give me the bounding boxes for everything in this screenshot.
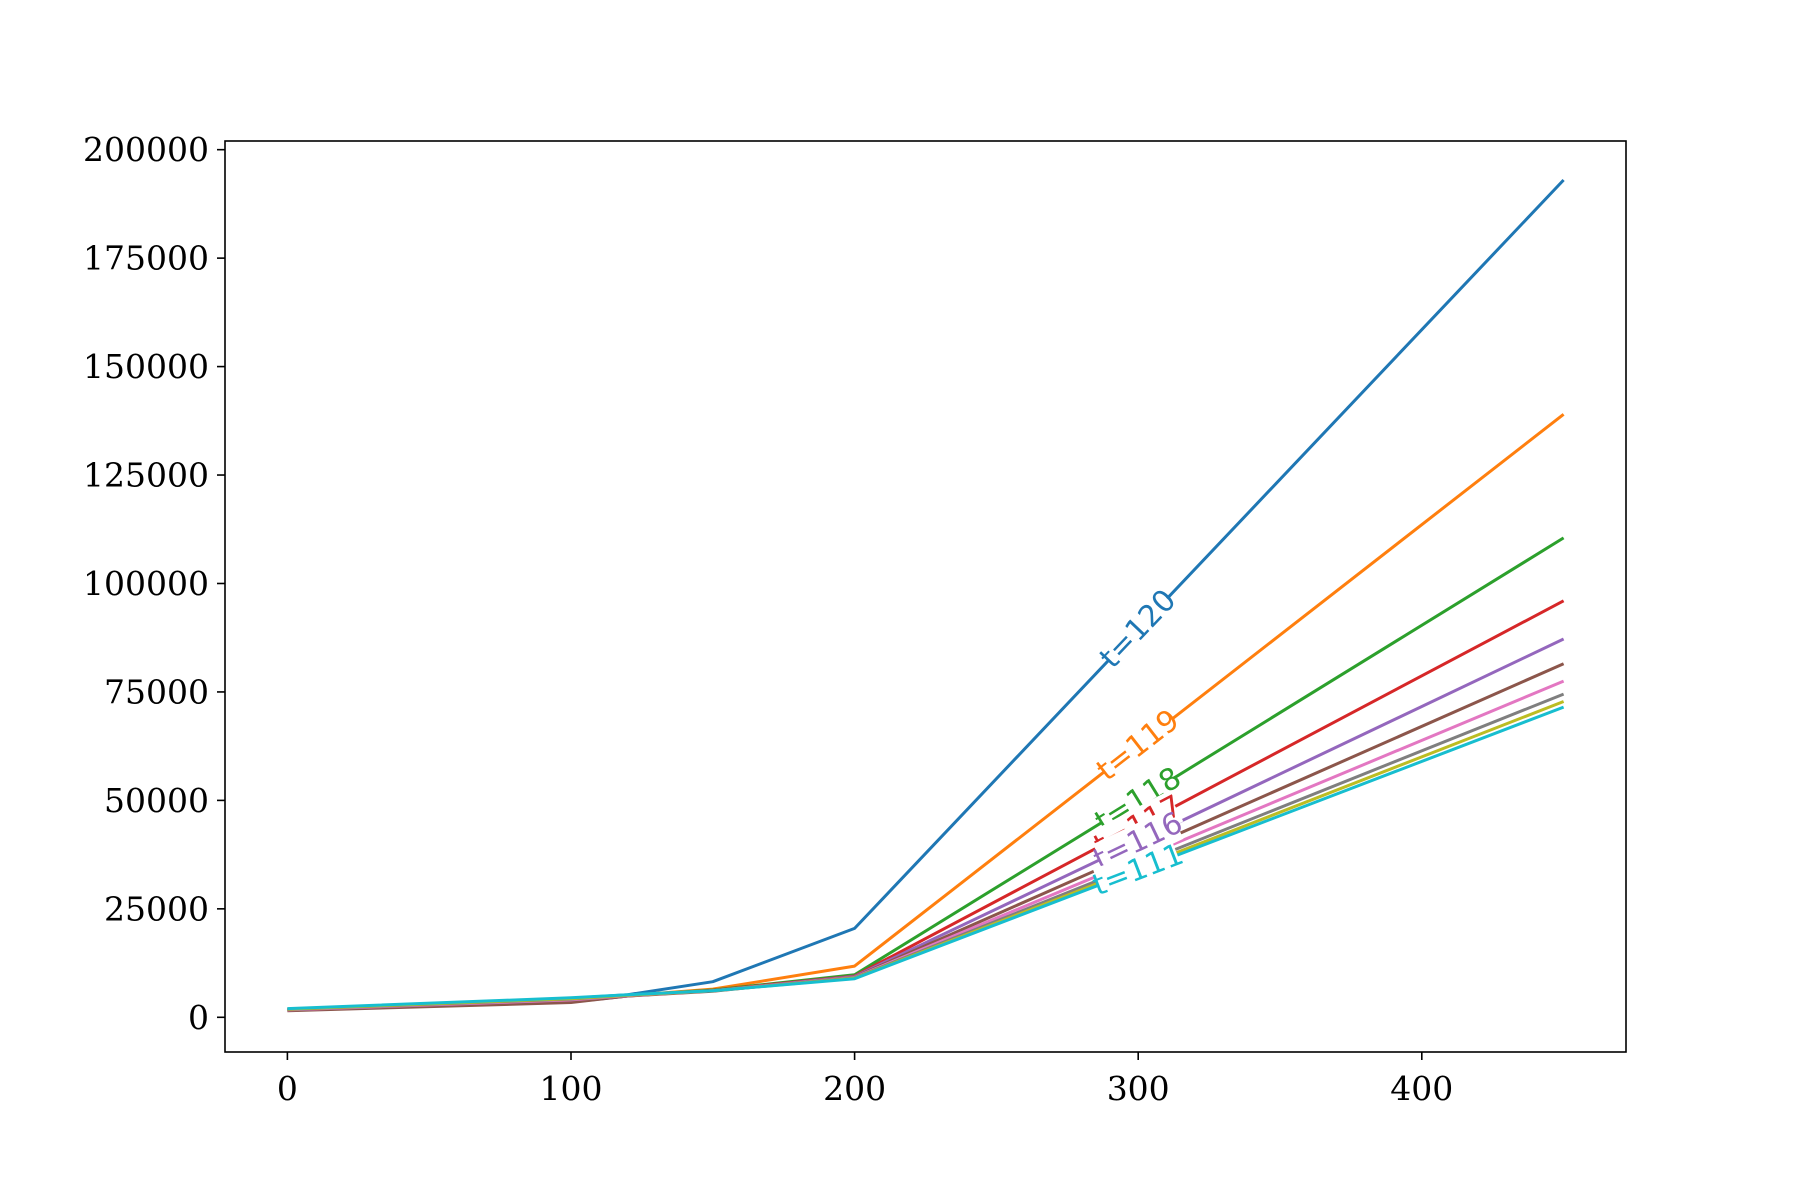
inline-label-gap — [1096, 586, 1180, 672]
y-tick-label: 175000 — [83, 239, 209, 278]
y-tick-label: 150000 — [83, 347, 209, 386]
y-tick-label: 125000 — [83, 456, 209, 495]
y-tick-label: 100000 — [83, 564, 209, 603]
x-axis: 0 100 200 300 400 — [277, 1052, 1453, 1108]
x-tick-label: 0 — [277, 1069, 298, 1108]
y-tick-label: 0 — [188, 998, 209, 1037]
inline-label-gap — [1094, 706, 1182, 785]
y-tick-label: 25000 — [104, 889, 209, 928]
x-tick-label: 300 — [1107, 1069, 1170, 1108]
plot-frame — [224, 140, 1627, 1053]
series-line-t=111 — [287, 705, 1565, 1011]
x-tick-label: 100 — [539, 1069, 602, 1108]
y-axis: 0 25000 50000 75000 100000 125000 150000 175000… — [83, 130, 225, 1037]
x-tick-label: 400 — [1390, 1069, 1453, 1108]
x-tick-label: 200 — [823, 1069, 886, 1108]
inline-label-gap — [1092, 808, 1184, 875]
y-tick-label: 200000 — [83, 130, 209, 169]
y-tick-label: 50000 — [104, 781, 209, 820]
inline-label-gap — [1093, 763, 1183, 837]
series-layer — [287, 178, 1565, 1013]
inline-label-gap — [1092, 839, 1184, 902]
y-tick-label: 75000 — [104, 672, 209, 711]
